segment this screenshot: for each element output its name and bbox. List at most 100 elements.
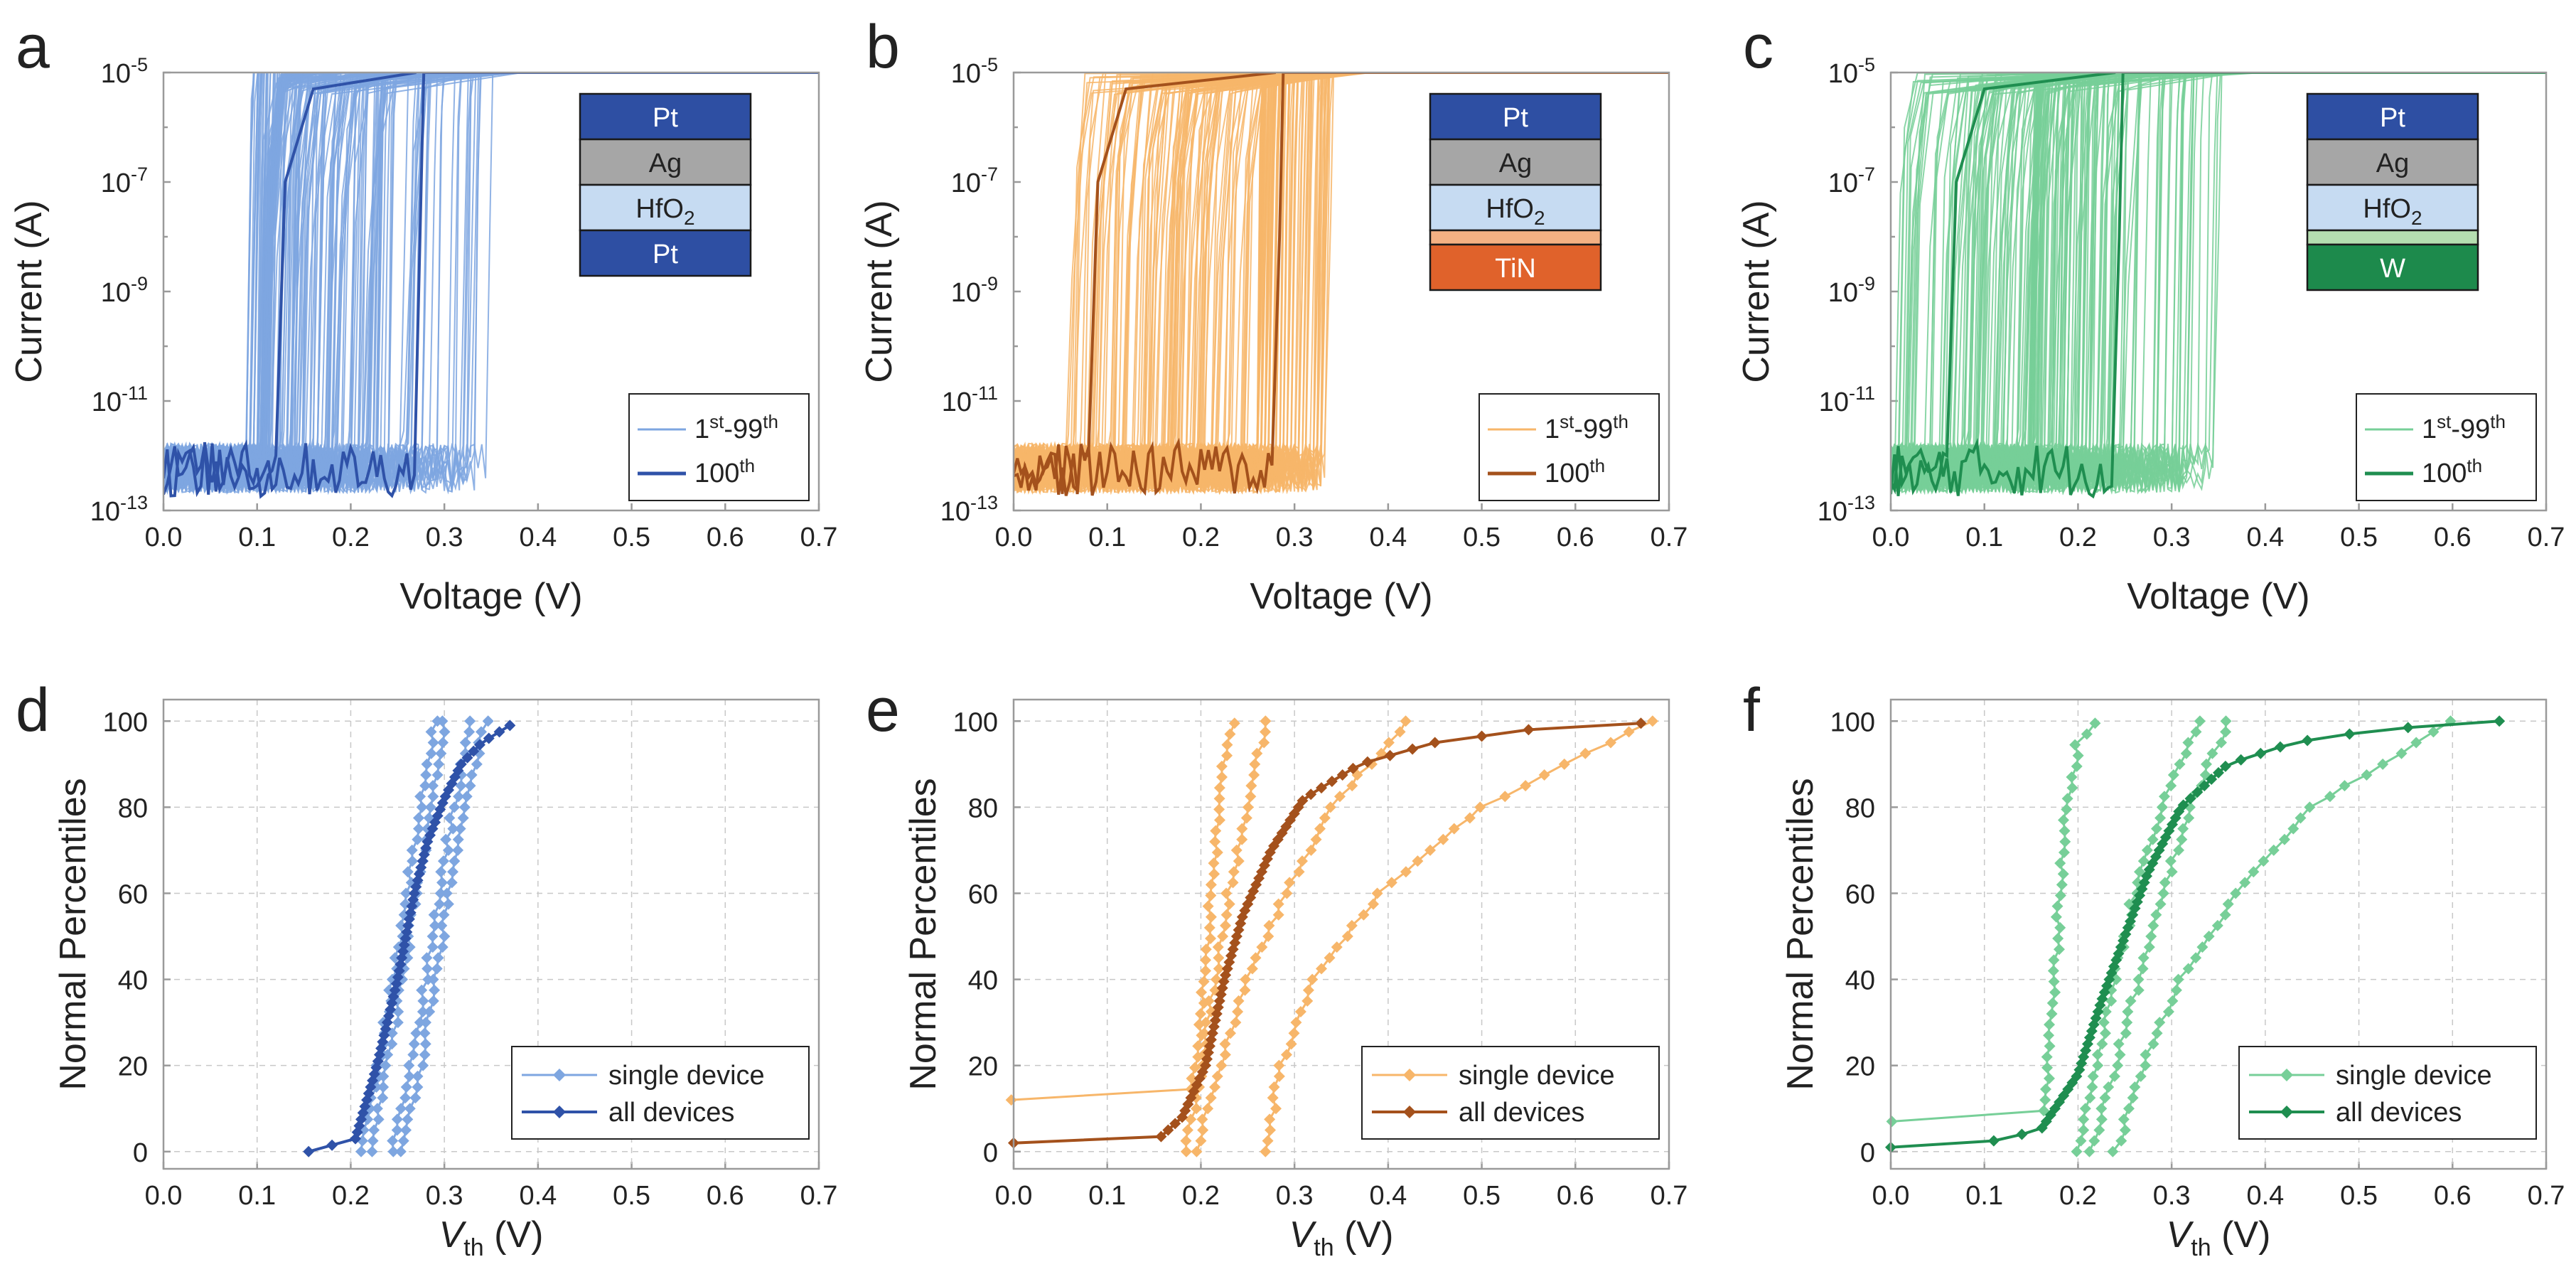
single-device-point [2107, 1145, 2119, 1157]
stack-layer-label: Ag [1499, 149, 1532, 178]
single-device-point [1205, 889, 1217, 902]
legend-marker-all-devices [1403, 1106, 1416, 1118]
single-device-point [2190, 726, 2202, 738]
single-device-point [2132, 984, 2145, 996]
plot-frame [1012, 698, 1670, 1170]
plot-area [163, 73, 819, 499]
single-device-point [2230, 887, 2242, 899]
legend-text: 1 [1545, 414, 1560, 444]
single-device-point [1331, 941, 1343, 953]
single-device-point [2157, 887, 2169, 899]
single-device-point [2092, 1059, 2104, 1071]
all-devices-point [1635, 717, 1647, 729]
single-device-point [441, 887, 453, 899]
single-device-point [2043, 1072, 2055, 1084]
all-devices-point [1169, 1118, 1181, 1130]
legend-label-100th: 100th [2422, 455, 2482, 488]
single-device-point [2121, 1017, 2133, 1029]
all-devices-point [2206, 774, 2218, 786]
single-device-point [2132, 973, 2145, 985]
all-devices-point [2302, 734, 2314, 747]
single-device-point [406, 844, 418, 856]
single-device-point [2215, 737, 2227, 749]
single-device-point [2084, 1092, 2096, 1104]
single-device-point [2072, 749, 2084, 761]
y-tick-label: 10-5 [951, 54, 998, 89]
all-devices-point [2213, 766, 2224, 779]
x-tick-label: 0.5 [2340, 1181, 2378, 1211]
y-tick-label: 0 [1860, 1138, 1875, 1168]
single-device-point [1228, 866, 1240, 878]
single-device-point [2057, 868, 2069, 880]
single-device-point [2091, 1049, 2103, 1061]
y-tick-label: 10-5 [1828, 54, 1875, 89]
single-device-point [2190, 952, 2202, 964]
x-tick-label: 0.5 [1463, 523, 1501, 552]
x-tick-label: 0.6 [2434, 523, 2472, 552]
single-device-point [425, 747, 437, 759]
panel-a: 0.0 0.1 0.2 0.3 0.4 0.5 0.6 0.710-1310-1110-910… [9, 13, 837, 617]
single-device-point [2050, 911, 2062, 923]
stack-layer [1429, 138, 1602, 186]
single-device-point [1246, 963, 1258, 975]
single-device-point [392, 1005, 404, 1017]
single-device-point [1209, 1081, 1221, 1093]
single-device-point [434, 898, 446, 910]
single-device-point [380, 1059, 392, 1071]
single-device-point [1215, 760, 1228, 772]
x-tick-label: 0.7 [1651, 523, 1688, 552]
all-devices-point [1297, 795, 1309, 807]
stack-layer-label: Pt [1503, 103, 1528, 133]
single-device-point [1464, 812, 1476, 824]
x-tick-label: 0.7 [1651, 1181, 1688, 1211]
single-device-point [414, 1017, 426, 1029]
single-device-point [402, 1113, 414, 1125]
stack-layer [579, 229, 752, 277]
single-device-point [1245, 791, 1257, 803]
single-device-point [1202, 900, 1214, 912]
legend-marker-single-device [2280, 1069, 2293, 1081]
x-axis-subscript: th [463, 1234, 483, 1261]
single-device-point [1886, 1116, 1898, 1128]
single-device-point [1221, 739, 1233, 751]
single-device-point [428, 909, 440, 921]
single-device-point [427, 995, 439, 1007]
single-device-point [1437, 833, 1449, 845]
y-axis-label: Normal Percentiles [903, 778, 944, 1090]
stack-layer [579, 183, 752, 232]
single-device-point [368, 1124, 380, 1136]
single-device-point [1260, 715, 1272, 727]
single-device-point [2248, 866, 2260, 878]
x-axis-subscript: th [2191, 1234, 2211, 1261]
stack-layer-name: Pt [653, 103, 678, 133]
all-devices-point [2344, 728, 2356, 740]
single-device-point [2054, 889, 2066, 902]
single-device-line [1891, 722, 2096, 1123]
stack-layer-label: HfO2 [1486, 194, 1545, 229]
single-device-point [1250, 952, 1262, 964]
all-devices-point [1384, 749, 1396, 761]
single-device-point [2220, 715, 2232, 727]
single-device-point [1233, 995, 1245, 1007]
single-device-point [2047, 965, 2059, 977]
single-device-point [427, 973, 439, 985]
single-device-point [1249, 758, 1261, 770]
single-device-point [1192, 1040, 1204, 1052]
single-device-point [454, 823, 466, 835]
single-device-point [2140, 1049, 2152, 1061]
single-device-point [2268, 844, 2280, 856]
all-devices-point [1407, 743, 1419, 755]
stack-layer-label: HfO2 [2363, 194, 2422, 229]
single-device-point [1341, 931, 1353, 943]
single-device-point [1196, 1113, 1208, 1125]
stack-layer-subscript: 2 [2411, 207, 2422, 229]
single-device-point [2182, 737, 2194, 749]
single-device-point [1251, 747, 1263, 759]
x-axis-label: Voltage (V) [1250, 576, 1432, 617]
single-device-point [2239, 877, 2251, 889]
single-device-point [1412, 855, 1424, 867]
single-device-point [2114, 1049, 2126, 1061]
x-axis-label: Vth (V) [439, 1214, 544, 1261]
single-device-point [464, 780, 476, 792]
y-tick-base: 10 [951, 168, 981, 198]
